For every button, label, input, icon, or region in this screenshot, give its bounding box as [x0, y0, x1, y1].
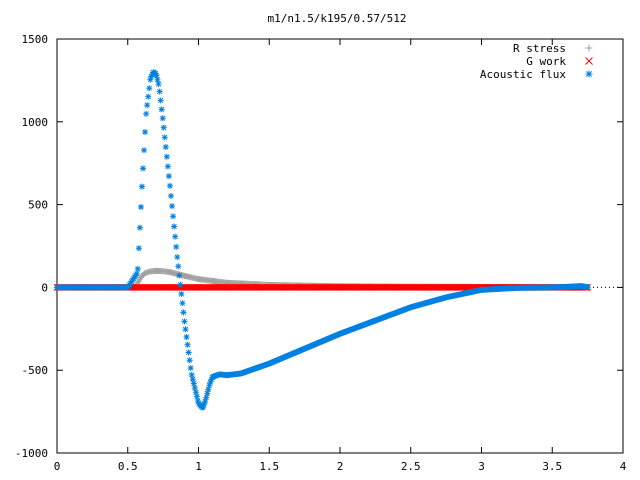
data-point	[208, 376, 215, 383]
data-point	[136, 224, 143, 231]
data-point	[157, 97, 164, 104]
x-tick-label: 0.5	[118, 460, 138, 473]
legend-marker	[585, 44, 593, 52]
data-point	[155, 81, 162, 88]
data-point	[174, 254, 181, 261]
plot-frame	[56, 38, 624, 454]
y-tick-label: 0	[41, 281, 48, 294]
chart-title: m1/n1.5/k195/0.57/512	[267, 12, 406, 25]
data-point	[135, 245, 142, 252]
data-point	[145, 93, 152, 100]
legend-label: R stress	[513, 42, 566, 55]
data-point	[183, 333, 190, 340]
data-point	[176, 272, 183, 279]
data-point	[134, 265, 141, 272]
x-axis: 0 0.5 1 1.5 2 2.5 3 3.5 4	[54, 39, 627, 473]
y-tick-label: -1000	[15, 447, 48, 460]
data-point	[192, 389, 199, 396]
data-point	[177, 281, 184, 288]
data-point	[193, 393, 200, 400]
data-point	[164, 163, 171, 170]
legend-label: G work	[526, 55, 566, 68]
data-point	[175, 263, 182, 270]
data-point	[181, 318, 188, 325]
data-point	[146, 85, 153, 92]
x-tick-label: 2	[337, 460, 344, 473]
x-tick-label: 1.5	[259, 460, 279, 473]
data-point	[184, 341, 191, 348]
y-tick-label: 500	[28, 199, 48, 212]
data-point	[165, 173, 172, 180]
x-tick-label: 3.5	[542, 460, 562, 473]
y-axis: -1000 -500 0 500 1000 1500	[15, 33, 623, 460]
data-point	[170, 213, 177, 220]
data-point	[180, 309, 187, 316]
data-point	[584, 284, 591, 291]
data-point	[141, 147, 148, 154]
data-point	[204, 390, 211, 397]
data-point	[140, 165, 147, 172]
data-point	[161, 134, 168, 141]
data-point	[188, 371, 195, 378]
data-point	[190, 380, 197, 387]
series-layer	[53, 69, 591, 411]
x-tick-label: 2.5	[401, 460, 421, 473]
y-tick-label: 1000	[22, 116, 49, 129]
data-point	[173, 243, 180, 250]
data-point	[178, 290, 185, 297]
data-point	[205, 386, 212, 393]
data-point	[179, 300, 186, 307]
legend-marker	[585, 70, 593, 78]
data-point	[153, 72, 160, 79]
data-point	[186, 357, 193, 364]
y-tick-label: 1500	[22, 33, 49, 46]
data-point	[187, 365, 194, 372]
data-point	[144, 102, 151, 109]
x-tick-label: 3	[478, 460, 485, 473]
legend-label: Acoustic flux	[480, 68, 566, 81]
series-acoustic-flux	[54, 69, 591, 411]
data-point	[182, 326, 189, 333]
data-point	[143, 110, 150, 117]
data-point	[156, 88, 163, 95]
data-point	[171, 223, 178, 230]
y-tick-label: -500	[22, 364, 49, 377]
data-point	[203, 394, 210, 401]
data-point	[142, 129, 149, 136]
data-point	[158, 106, 165, 113]
data-point	[137, 204, 144, 211]
x-tick-label: 1	[195, 460, 202, 473]
data-point	[191, 384, 198, 391]
data-point	[189, 376, 196, 383]
data-point	[172, 233, 179, 240]
data-point	[166, 182, 173, 189]
data-point	[160, 124, 167, 131]
legend-marker	[585, 57, 593, 65]
x-tick-label: 0	[54, 460, 61, 473]
data-point	[133, 270, 140, 277]
data-point	[159, 115, 166, 122]
data-point	[168, 192, 175, 199]
data-point	[169, 203, 176, 210]
data-point	[163, 153, 170, 160]
data-point	[154, 76, 161, 83]
x-tick-label: 4	[620, 460, 627, 473]
data-point	[138, 183, 145, 190]
data-point	[185, 349, 192, 356]
data-point	[162, 144, 169, 151]
